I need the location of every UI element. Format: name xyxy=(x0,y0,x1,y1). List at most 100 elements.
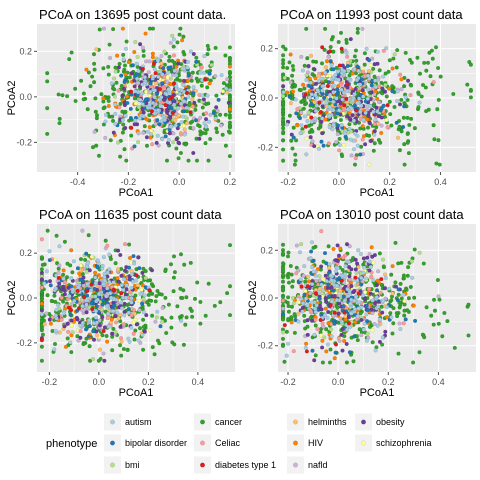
data-point-cancer xyxy=(178,33,182,37)
data-point-autism xyxy=(138,117,142,121)
data-point-autism xyxy=(56,303,60,307)
data-point-hiv xyxy=(290,321,294,325)
data-point-autism xyxy=(301,69,305,73)
data-point-autism xyxy=(204,125,208,129)
data-point-celiac xyxy=(354,156,358,160)
data-point-obesity xyxy=(369,292,373,296)
data-point-autism xyxy=(313,333,317,337)
data-point-autism xyxy=(344,264,348,268)
data-point-bipolar-disorder xyxy=(126,101,130,105)
data-point-celiac xyxy=(296,107,300,111)
data-point-autism xyxy=(106,312,110,316)
data-point-autism xyxy=(306,304,310,308)
data-point-autism xyxy=(385,305,389,309)
data-point-bmi xyxy=(155,316,159,320)
data-point-hiv xyxy=(351,72,355,76)
data-point-bmi xyxy=(116,141,120,145)
data-point-hiv xyxy=(93,271,97,275)
y-tick-label: -0.2 xyxy=(16,137,32,147)
data-point-cancer xyxy=(281,126,285,130)
data-point-cancer xyxy=(105,334,109,338)
data-point-bmi xyxy=(170,34,174,38)
data-point-obesity xyxy=(320,346,324,350)
data-point-obesity xyxy=(350,267,354,271)
data-point-cancer xyxy=(286,317,290,321)
data-point-celiac xyxy=(123,242,127,246)
data-point-obesity xyxy=(168,131,172,135)
data-point-obesity xyxy=(85,310,89,314)
data-point-cancer xyxy=(358,327,362,331)
data-point-cancer xyxy=(388,311,392,315)
data-point-bipolar-disorder xyxy=(194,118,198,122)
data-point-cancer xyxy=(94,110,98,114)
data-point-cancer xyxy=(394,241,398,245)
data-point-hiv xyxy=(149,136,153,140)
data-point-obesity xyxy=(100,315,104,319)
data-point-cancer xyxy=(291,64,295,68)
data-point-bipolar-disorder xyxy=(298,116,302,120)
data-point-cancer xyxy=(204,314,208,318)
data-point-hiv xyxy=(105,340,109,344)
data-point-cancer xyxy=(373,75,377,79)
data-point-obesity xyxy=(130,71,134,75)
legend-key-marker xyxy=(200,420,205,425)
data-point-autism xyxy=(94,316,98,320)
data-point-schizophrenia xyxy=(384,118,388,122)
data-point-celiac xyxy=(316,327,320,331)
data-point-autism xyxy=(345,328,349,332)
data-point-cancer xyxy=(92,62,96,66)
data-point-cancer xyxy=(402,314,406,318)
data-point-obesity xyxy=(348,274,352,278)
data-point-cancer xyxy=(397,293,401,297)
data-point-celiac xyxy=(63,280,67,284)
data-point-cancer xyxy=(228,57,232,61)
data-point-obesity xyxy=(362,257,366,261)
data-point-autism xyxy=(337,108,341,112)
data-point-autism xyxy=(130,301,134,305)
data-point-cancer xyxy=(151,345,155,349)
data-point-autism xyxy=(182,67,186,71)
data-point-autism xyxy=(362,271,366,275)
data-point-autism xyxy=(372,110,376,114)
data-point-obesity xyxy=(375,106,379,110)
data-point-autism xyxy=(129,286,133,290)
data-point-obesity xyxy=(373,253,377,257)
data-point-autism xyxy=(176,106,180,110)
data-point-cancer xyxy=(82,342,86,346)
data-point-cancer xyxy=(337,40,341,44)
data-point-bipolar-disorder xyxy=(327,80,331,84)
data-point-cancer xyxy=(352,359,356,363)
data-point-nafld xyxy=(137,131,141,135)
data-point-autism xyxy=(326,343,330,347)
data-point-cancer xyxy=(288,114,292,118)
data-point-schizophrenia xyxy=(367,163,371,167)
data-point-bipolar-disorder xyxy=(402,105,406,109)
data-point-autism xyxy=(141,333,145,337)
data-point-autism xyxy=(137,69,141,73)
data-point-hiv xyxy=(85,68,89,72)
data-point-bipolar-disorder xyxy=(127,266,131,270)
data-point-diabetes-type-1 xyxy=(347,322,351,326)
y-tick-label: 0.2 xyxy=(260,44,273,54)
data-point-bmi xyxy=(163,50,167,54)
data-point-nafld xyxy=(138,308,142,312)
data-point-cancer xyxy=(185,295,189,299)
data-point-autism xyxy=(102,282,106,286)
data-point-autism xyxy=(323,71,327,75)
data-point-autism xyxy=(121,118,125,122)
data-point-hiv xyxy=(332,247,336,251)
data-point-cancer xyxy=(184,143,188,147)
data-point-autism xyxy=(298,250,302,254)
data-point-cancer xyxy=(345,38,349,42)
data-point-bipolar-disorder xyxy=(335,87,339,91)
data-point-cancer xyxy=(397,352,401,356)
data-point-autism xyxy=(375,110,379,114)
data-point-cancer xyxy=(290,285,294,289)
data-point-autism xyxy=(346,287,350,291)
data-point-bipolar-disorder xyxy=(320,140,324,144)
data-point-bmi xyxy=(136,55,140,59)
data-point-nafld xyxy=(209,113,213,117)
data-point-bipolar-disorder xyxy=(119,74,123,78)
data-point-schizophrenia xyxy=(369,63,373,67)
data-point-bipolar-disorder xyxy=(329,59,333,63)
